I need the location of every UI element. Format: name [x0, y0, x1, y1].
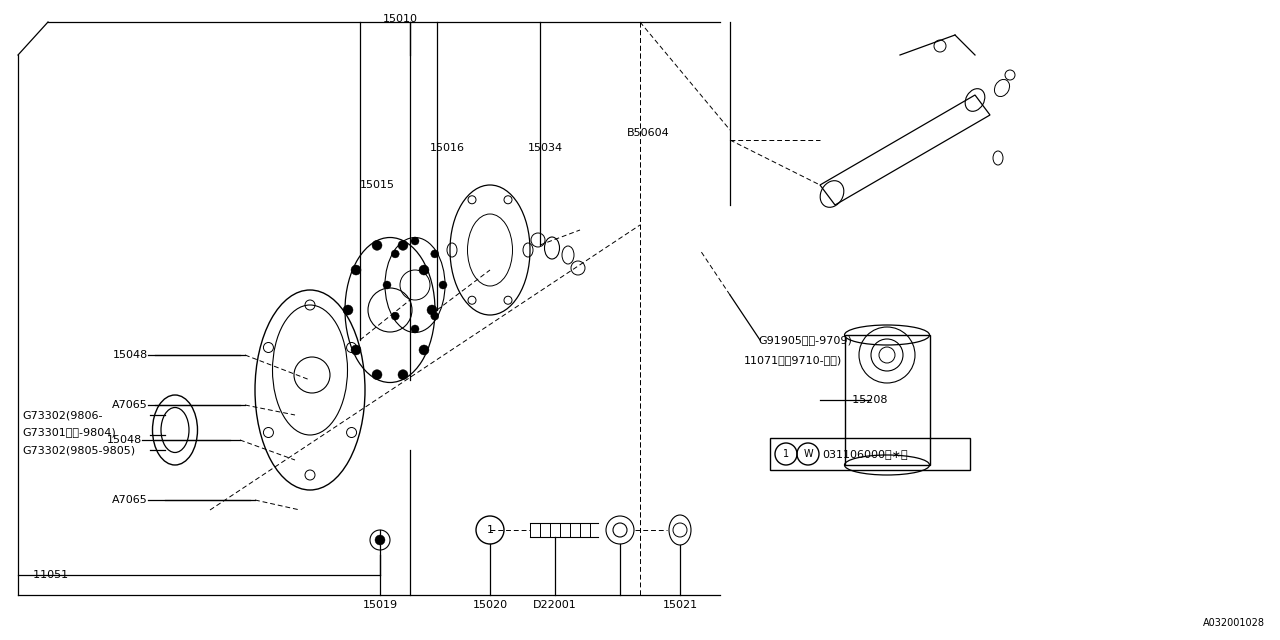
Text: G73301（　-9804): G73301（ -9804) [22, 427, 115, 437]
Text: ——15208: ——15208 [829, 395, 887, 405]
Circle shape [419, 265, 429, 275]
Circle shape [375, 535, 385, 545]
Circle shape [419, 345, 429, 355]
Circle shape [431, 250, 439, 258]
Text: 15010: 15010 [383, 14, 417, 24]
Circle shape [392, 312, 399, 320]
Circle shape [351, 345, 361, 355]
Text: 11071　（9710-　　): 11071 （9710- ) [744, 355, 842, 365]
Circle shape [383, 281, 390, 289]
Circle shape [398, 241, 408, 250]
Text: G73302(9806-: G73302(9806- [22, 410, 102, 420]
Text: 15019: 15019 [362, 600, 398, 610]
Circle shape [439, 281, 447, 289]
Text: G73302(9805-9805): G73302(9805-9805) [22, 445, 136, 455]
Circle shape [372, 241, 381, 250]
Circle shape [372, 370, 381, 380]
Text: 031106000（∗）: 031106000（∗） [822, 449, 908, 459]
Text: 15034: 15034 [529, 143, 563, 153]
Text: 15048: 15048 [113, 350, 148, 360]
Text: B50604: B50604 [627, 128, 669, 138]
Text: W: W [803, 449, 813, 459]
Text: —11051: —11051 [22, 570, 68, 580]
Text: G91905（　-9709): G91905（ -9709) [758, 335, 852, 345]
Bar [771, 438, 970, 470]
Text: 1: 1 [783, 449, 788, 459]
Circle shape [398, 370, 408, 380]
Circle shape [392, 250, 399, 258]
Text: 15048: 15048 [106, 435, 142, 445]
Circle shape [431, 312, 439, 320]
Bar [845, 335, 931, 465]
Circle shape [411, 237, 419, 245]
Circle shape [428, 305, 436, 315]
Text: 15020: 15020 [472, 600, 508, 610]
Text: A7065: A7065 [113, 400, 148, 410]
Text: 15016: 15016 [430, 143, 465, 153]
Circle shape [411, 325, 419, 333]
Text: A032001028: A032001028 [1203, 618, 1265, 628]
Text: 1: 1 [486, 525, 494, 535]
Text: 15015: 15015 [360, 180, 396, 190]
Text: 15021: 15021 [663, 600, 698, 610]
Circle shape [343, 305, 353, 315]
Circle shape [351, 265, 361, 275]
Text: A7065: A7065 [113, 495, 148, 505]
Text: D22001: D22001 [534, 600, 577, 610]
